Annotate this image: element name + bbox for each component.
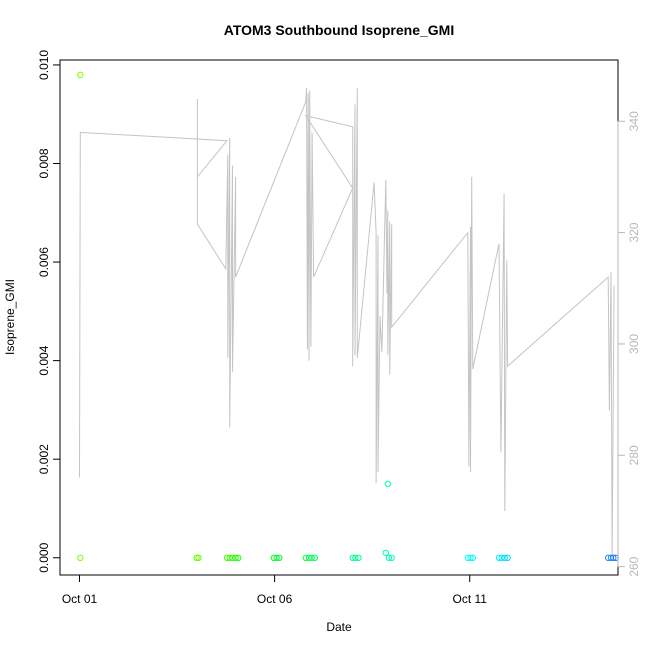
data-point xyxy=(607,554,615,561)
data-point xyxy=(193,554,200,561)
data-point xyxy=(498,554,505,561)
data-point xyxy=(504,554,511,561)
x-tick-label: Oct 01 xyxy=(62,592,98,606)
chart-title: ATOM3 Southbound Isoprene_GMI xyxy=(224,22,454,38)
x-axis-label: Date xyxy=(326,620,352,634)
y-axis-right: 260 280 300 320 340 xyxy=(617,111,641,577)
data-point xyxy=(469,554,476,561)
data-point xyxy=(308,554,315,561)
data-point xyxy=(195,554,202,561)
data-point xyxy=(467,554,474,561)
data-point xyxy=(355,554,362,561)
y2-tick-label: 340 xyxy=(627,111,641,131)
y2-tick-label: 280 xyxy=(627,445,641,465)
y2-tick-label: 300 xyxy=(627,334,641,354)
data-point xyxy=(385,554,393,561)
y2-tick-label: 260 xyxy=(627,556,641,576)
data-point xyxy=(384,480,391,487)
data-point xyxy=(352,554,359,561)
data-point xyxy=(388,554,395,561)
series-line xyxy=(79,87,615,556)
data-point xyxy=(226,554,233,561)
data-point xyxy=(232,554,239,561)
data-point xyxy=(382,549,389,556)
y-tick-label: 0.004 xyxy=(37,345,51,375)
series-layer xyxy=(77,71,619,561)
data-point xyxy=(276,554,283,561)
x-tick-label: Oct 11 xyxy=(452,592,487,606)
y-tick-label: 0.008 xyxy=(37,148,51,178)
y-axis-label: Isoprene_GMI xyxy=(3,279,17,355)
data-point xyxy=(77,554,84,561)
data-point xyxy=(610,554,617,561)
plot-frame xyxy=(59,59,619,576)
y-tick-label: 0.000 xyxy=(37,542,51,572)
data-point xyxy=(501,554,508,561)
x-axis: Oct 01 Oct 06 Oct 11 xyxy=(62,574,487,606)
data-point xyxy=(273,554,280,561)
y-axis-left: 0.000 0.002 0.004 0.006 0.008 0.010 xyxy=(37,50,61,573)
y-tick-label: 0.006 xyxy=(37,247,51,277)
y-tick-label: 0.010 xyxy=(37,50,51,80)
data-point xyxy=(77,71,84,79)
y2-tick-label: 320 xyxy=(627,222,641,242)
data-point xyxy=(235,554,242,561)
x-tick-label: Oct 06 xyxy=(257,592,293,606)
data-point xyxy=(302,554,309,561)
y-tick-label: 0.002 xyxy=(37,444,51,474)
data-point xyxy=(311,554,318,561)
